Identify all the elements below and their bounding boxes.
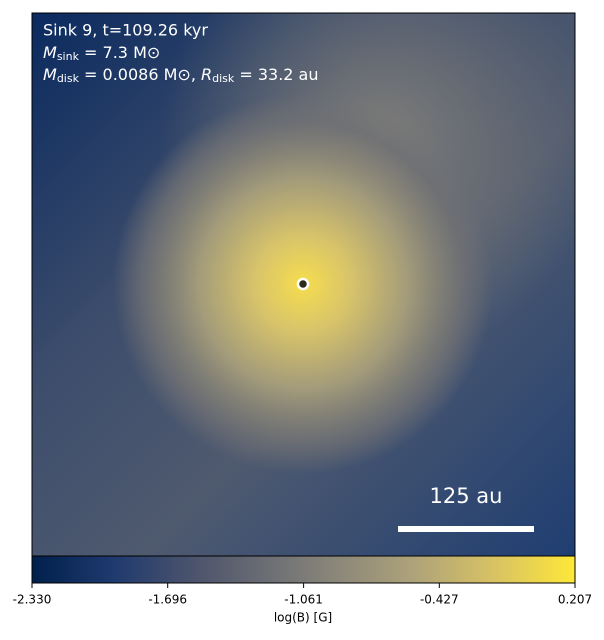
colorbar-tick-label: -0.427	[420, 593, 459, 607]
scale-bar	[398, 526, 534, 532]
colorbar-label: log(B) [G]	[274, 611, 332, 625]
sink-marker	[296, 277, 310, 291]
annotation-sub: disk	[212, 72, 235, 85]
colorbar-tick-label: -1.061	[284, 593, 323, 607]
annotation-text: = 7.3 M⊙	[79, 43, 160, 62]
colorbar-tick-label: 0.207	[558, 593, 592, 607]
annotation: Sink 9, t=109.26 kyr	[43, 21, 208, 40]
annotation-symbol: M	[43, 43, 57, 62]
scale-bar-label: 125 au	[430, 484, 503, 508]
colorbar-tick-label: -1.696	[148, 593, 187, 607]
annotation-text: = 0.0086 M⊙,	[79, 65, 201, 84]
annotation-sub: sink	[57, 50, 80, 63]
annotation-symbol: R	[201, 65, 212, 84]
annotation-sub: disk	[57, 72, 80, 85]
colorbar	[31, 555, 576, 584]
annotation-symbol: M	[43, 65, 57, 84]
colorbar-tick-label: -2.330	[13, 593, 52, 607]
map	[31, 12, 576, 557]
annotation-text: = 33.2 au	[234, 65, 318, 84]
annotation: Mdisk = 0.0086 M⊙, Rdisk = 33.2 au	[43, 65, 318, 86]
annotation: Msink = 7.3 M⊙	[43, 43, 160, 64]
